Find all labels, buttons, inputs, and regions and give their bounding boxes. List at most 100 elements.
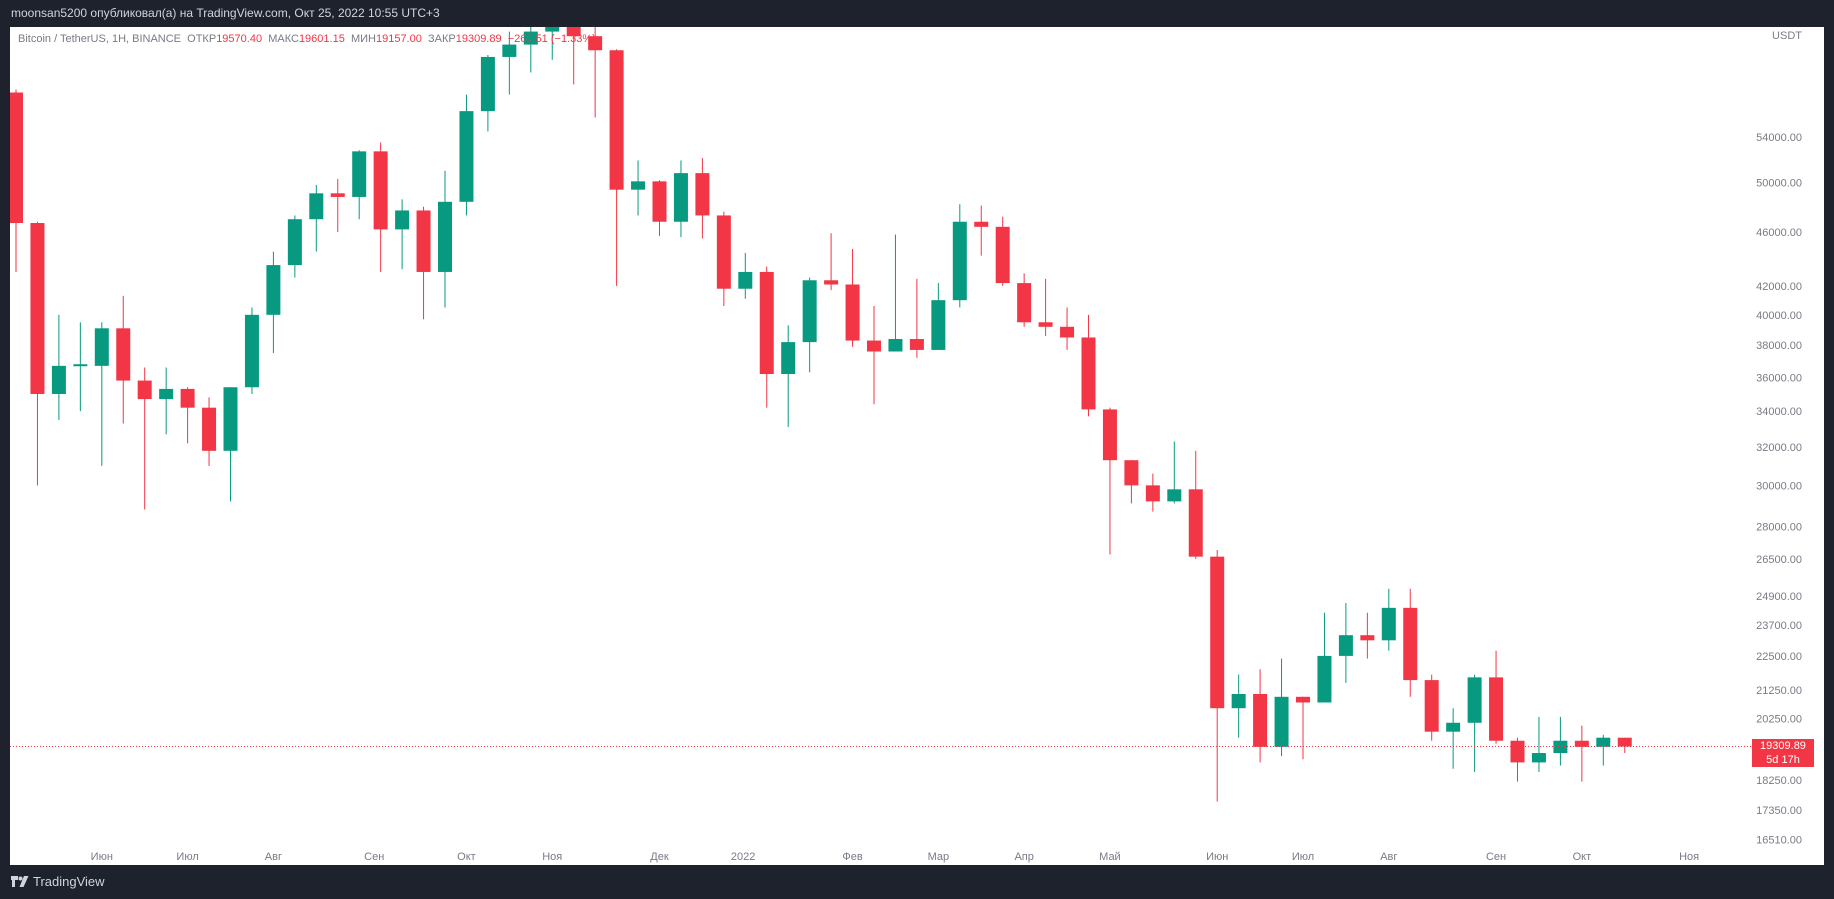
candle-body	[1381, 607, 1396, 641]
candle	[116, 295, 131, 424]
candle-body	[952, 221, 967, 301]
candle-body	[1145, 485, 1160, 502]
candle	[287, 215, 302, 278]
candle	[738, 252, 753, 299]
candle-body	[995, 226, 1010, 284]
candle-body	[30, 223, 45, 394]
candle	[1317, 612, 1332, 703]
candle	[952, 204, 967, 308]
y-tick-label: 30000.00	[1756, 480, 1802, 492]
candle-body	[1446, 722, 1461, 732]
candle-body	[781, 342, 796, 374]
x-tick-label: Окт	[457, 851, 476, 863]
candle	[888, 234, 903, 352]
candle-body	[1081, 337, 1096, 410]
candle-body	[1596, 737, 1611, 747]
candle	[867, 305, 881, 405]
candle	[480, 55, 495, 132]
x-tick-label: Июн	[1206, 851, 1228, 863]
x-tick-label: Май	[1099, 851, 1121, 863]
candle-body	[309, 193, 324, 220]
x-tick-label: Июл	[176, 851, 198, 863]
last-price-value: 19309.89	[1760, 739, 1806, 752]
candlestick-chart[interactable]: 54000.00 50000.00 46000.00 42000.00 40000.00…	[10, 27, 1824, 865]
candle	[909, 278, 924, 358]
tradingview-logo[interactable]: TradingView	[10, 874, 105, 890]
candle-body	[94, 328, 109, 366]
symbol-name: Bitcoin / TetherUS, 1Н, BINANCE	[18, 33, 182, 45]
candle	[352, 150, 367, 220]
candle	[566, 27, 581, 85]
candle-body	[159, 388, 174, 400]
candle-body	[1317, 655, 1332, 703]
candle	[438, 170, 452, 308]
y-tick-label: 22500.00	[1756, 651, 1802, 663]
y-tick-label: 36000.00	[1756, 372, 1802, 384]
close-value: 19309.89	[455, 33, 502, 45]
y-tick-label: 24900.00	[1756, 591, 1802, 603]
candle	[137, 367, 152, 510]
candle-body	[566, 27, 581, 37]
brand-name: TradingView	[33, 874, 105, 889]
x-tick-label: Июл	[1292, 851, 1314, 863]
candle-body	[1617, 737, 1632, 747]
publisher-text: moonsan5200 опубликовал(а) на TradingVie…	[11, 6, 440, 20]
candle-body	[738, 271, 753, 289]
high-label: МАКС	[268, 33, 299, 45]
candle-body	[1167, 489, 1182, 502]
chart-area[interactable]: 54000.00 50000.00 46000.00 42000.00 40000.00…	[10, 27, 1824, 865]
candle-body	[759, 271, 774, 374]
y-tick-label: 32000.00	[1756, 442, 1802, 454]
close-label: ЗАКР	[427, 33, 456, 45]
candle	[1467, 674, 1482, 772]
candle	[609, 49, 624, 286]
symbol-legend: Bitcoin / TetherUS, 1Н, BINANCE ОТКР1957…	[18, 33, 596, 45]
candle	[1060, 307, 1075, 350]
candle-body	[1296, 696, 1310, 703]
candle	[1531, 716, 1546, 772]
candle	[1145, 473, 1160, 512]
candle-body	[588, 36, 603, 51]
candle	[1124, 460, 1139, 504]
candle	[502, 31, 517, 95]
x-tick-label: 2022	[731, 851, 755, 863]
candle	[459, 94, 474, 216]
y-tick-label: 50000.00	[1756, 178, 1802, 190]
open-label: ОТКР	[187, 33, 217, 45]
candle	[51, 314, 66, 420]
candle-body	[545, 27, 560, 32]
y-tick-label: 17350.00	[1756, 805, 1802, 817]
candle-body	[867, 340, 881, 352]
candle-body	[673, 173, 688, 222]
last-price-tag: 19309.89 5d 17h	[1752, 738, 1814, 767]
candle	[931, 283, 946, 350]
candle-body	[244, 314, 259, 388]
low-label: МИН	[350, 33, 376, 45]
candle-body	[1231, 693, 1246, 709]
y-tick-label: 21250.00	[1756, 685, 1802, 697]
candle	[330, 178, 345, 232]
candle	[845, 248, 860, 347]
candle	[30, 221, 45, 486]
candle	[1167, 441, 1182, 504]
candle-body	[1467, 677, 1482, 723]
candle	[695, 158, 710, 239]
candle	[759, 266, 774, 408]
y-tick-label: 40000.00	[1756, 310, 1802, 322]
y-tick-label: 34000.00	[1756, 406, 1802, 418]
candle	[673, 160, 688, 238]
x-tick-label: Авг	[265, 851, 282, 863]
low-value: 19157.00	[375, 33, 422, 45]
x-tick-label: Фев	[842, 851, 862, 863]
candle	[1424, 674, 1439, 741]
candle	[1210, 550, 1225, 802]
candle	[1296, 696, 1310, 760]
x-tick-label: Сен	[1486, 851, 1506, 863]
candle-body	[1360, 635, 1375, 641]
candle	[652, 180, 667, 236]
candle-body	[373, 151, 388, 230]
y-tick-label: 42000.00	[1756, 281, 1802, 293]
candle-body	[888, 339, 903, 352]
candle-body	[1274, 696, 1289, 747]
x-tick-label: Сен	[364, 851, 384, 863]
